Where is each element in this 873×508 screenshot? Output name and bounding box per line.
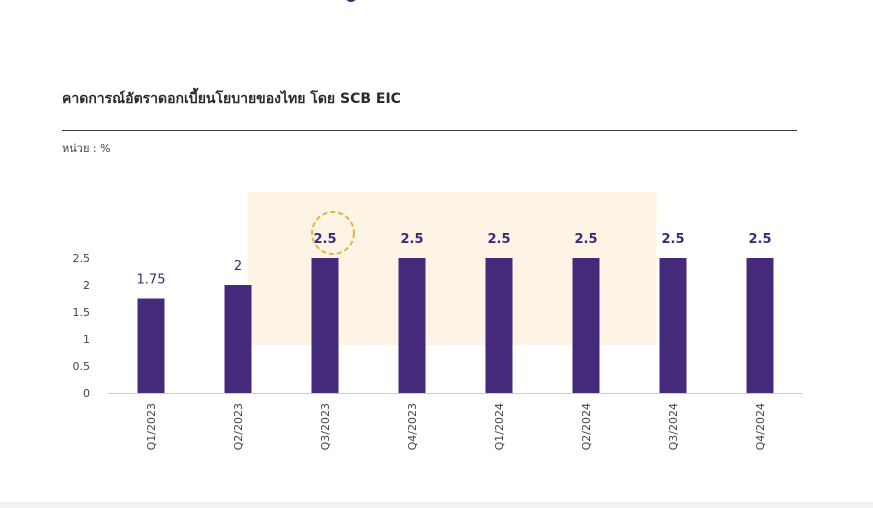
data-label: 2.5 (487, 232, 510, 247)
x-tick-label: Q1/2023 (145, 403, 158, 450)
x-tick-label: Q2/2024 (580, 403, 593, 450)
x-tick-label: Q3/2023 (319, 403, 332, 450)
x-tick-labels: Q1/2023 Q2/2023 Q3/2023 Q4/2023 Q1/2024 Q2/20… (145, 403, 767, 450)
bar (572, 258, 600, 393)
annotation-group (311, 211, 355, 255)
x-tick-label: Q4/2024 (754, 403, 767, 450)
bar (224, 285, 252, 393)
data-label: 1.75 (137, 273, 166, 288)
y-tick-label: 0.5 (73, 360, 91, 373)
bar (659, 258, 687, 393)
data-label: 2.5 (400, 232, 423, 247)
bar (137, 298, 165, 393)
data-label: 2 (234, 259, 242, 274)
data-labels-group: 1.75 2 2.5 2.5 2.5 2.5 2.5 2.5 (137, 232, 772, 288)
unit-label: หน่วย : % (62, 142, 111, 155)
bar (746, 258, 774, 393)
y-tick-label: 2.5 (73, 252, 91, 265)
y-tick-label: 0 (83, 387, 90, 400)
y-tick-label: 1 (83, 333, 90, 346)
data-label: 2.5 (661, 232, 684, 247)
bar (398, 258, 426, 393)
data-label: 2.5 (748, 232, 771, 247)
bar (485, 258, 513, 393)
bar (311, 258, 339, 393)
x-tick-label: Q4/2023 (406, 403, 419, 450)
chart-title: คาดการณ์อัตราดอกเบี้ยนโยบายของไทย โดย SC… (62, 91, 401, 107)
y-tick-labels: 0 0.5 1 1.5 2 2.5 (73, 252, 91, 400)
x-tick-label: Q2/2023 (232, 403, 245, 450)
data-label: 2.5 (313, 232, 336, 247)
bars-group (137, 258, 774, 393)
y-tick-label: 1.5 (73, 306, 91, 319)
x-tick-label: Q3/2024 (667, 403, 680, 450)
footer-band (0, 502, 873, 508)
top-mark (345, 0, 357, 2)
data-label: 2.5 (574, 232, 597, 247)
x-tick-label: Q1/2024 (493, 403, 506, 450)
title-rule (62, 130, 797, 131)
highlight-circle-annotation (311, 211, 355, 255)
y-tick-label: 2 (83, 279, 90, 292)
